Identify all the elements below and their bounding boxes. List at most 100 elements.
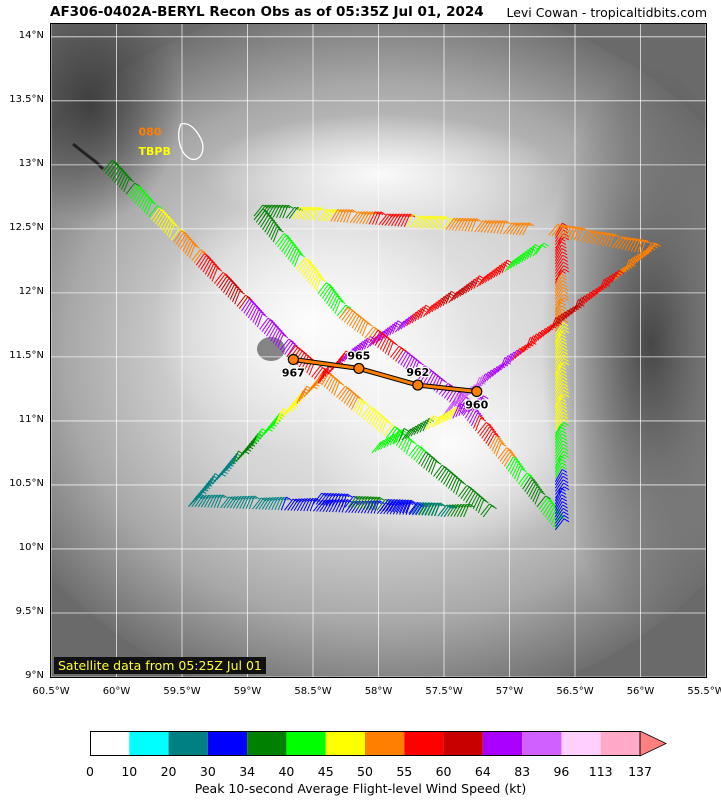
pressure-track: 967 965 962 960 xyxy=(281,348,490,413)
wind-barb xyxy=(483,428,497,442)
wind-barb xyxy=(448,475,460,489)
wind-barb xyxy=(296,257,311,270)
wind-barb xyxy=(428,415,440,429)
wind-barb xyxy=(522,477,536,490)
wind-barb xyxy=(477,499,489,514)
wind-barb xyxy=(250,307,263,321)
wind-barb xyxy=(554,366,567,380)
wind-barb xyxy=(107,163,122,177)
clear-air-east xyxy=(541,64,706,624)
wind-barb xyxy=(518,472,533,485)
wind-barb xyxy=(554,337,567,351)
wind-barb xyxy=(466,408,480,422)
lat-tick-label: 12.5°N xyxy=(9,221,44,233)
wind-barb xyxy=(576,227,588,242)
wind-barb xyxy=(319,284,334,297)
lon-tick-label: 56.5°W xyxy=(556,686,594,697)
wind-barb xyxy=(358,402,370,416)
wind-barb xyxy=(112,167,125,181)
wind-barbs xyxy=(103,159,662,531)
wind-barb xyxy=(554,497,568,511)
wind-barb xyxy=(528,483,541,498)
wind-barb xyxy=(498,261,510,275)
colorbar-swatch xyxy=(168,731,208,756)
colorbar-tick-label: 96 xyxy=(553,764,570,779)
wind-barb xyxy=(446,400,461,413)
wind-barb xyxy=(395,429,407,443)
map-canvas: 080 TBPB 967 965 962 960 xyxy=(51,24,706,677)
colorbar-tick-label: 113 xyxy=(588,764,613,779)
wind-barb xyxy=(263,321,278,335)
wind-barb xyxy=(139,194,152,209)
wind-barb xyxy=(554,361,570,374)
wind-barb xyxy=(554,465,567,479)
wind-barb xyxy=(633,251,647,265)
wind-barb xyxy=(161,217,174,232)
wind-barb xyxy=(608,233,620,248)
wind-barb xyxy=(554,422,570,435)
colorbar-tick-label: 30 xyxy=(199,764,216,779)
wind-barb xyxy=(285,244,298,258)
wind-barb xyxy=(542,502,556,515)
wind-barb xyxy=(452,479,465,493)
wind-barb xyxy=(554,462,567,476)
lon-tick-label: 58°W xyxy=(364,686,393,697)
wind-barb xyxy=(487,433,500,447)
wind-barb xyxy=(355,400,368,414)
wind-barb xyxy=(489,435,502,449)
wind-barb xyxy=(236,294,251,307)
wind-barb xyxy=(439,215,450,230)
wind-barb xyxy=(554,436,568,450)
pressure-label: 962 xyxy=(406,366,429,379)
wind-barb xyxy=(611,269,624,283)
wind-barb xyxy=(515,468,527,482)
pressure-marker xyxy=(287,353,299,366)
wind-barb xyxy=(442,292,455,306)
wind-barb xyxy=(505,456,519,470)
wind-barb xyxy=(234,290,246,305)
wind-barb xyxy=(400,437,413,451)
dark-spot xyxy=(257,337,285,361)
wind-barb xyxy=(554,351,569,364)
lat-tick-label: 11.5°N xyxy=(9,349,44,361)
wind-barb xyxy=(554,340,567,354)
wind-barb xyxy=(605,273,619,287)
wind-barb xyxy=(497,447,512,460)
wind-barb xyxy=(554,507,569,521)
colorbar-swatch xyxy=(325,731,365,756)
wind-barb xyxy=(188,244,200,259)
map-title: AF306-0402A-BERYL Recon Obs as of 05:35Z… xyxy=(50,4,484,20)
wind-barb xyxy=(229,286,242,300)
wind-barb xyxy=(341,493,353,508)
wind-barb xyxy=(590,286,605,299)
wind-barb xyxy=(512,347,525,361)
wind-barb xyxy=(281,340,296,353)
wind-barb xyxy=(403,438,415,453)
colorbar-swatch xyxy=(443,731,483,756)
wind-barb xyxy=(554,276,567,290)
wind-barb xyxy=(554,280,568,294)
wind-barb xyxy=(272,228,284,243)
wind-barb xyxy=(554,325,569,338)
credit-text: Levi Cowan - tropicaltidbits.com xyxy=(506,5,707,20)
satellite-map[interactable]: 080 TBPB 967 965 962 960 Satellite data from… xyxy=(50,23,707,678)
wind-barb xyxy=(262,217,276,231)
wind-barb xyxy=(554,333,567,348)
wind-barb xyxy=(207,263,219,277)
wind-barb xyxy=(331,380,343,394)
wind-barb xyxy=(562,308,576,321)
wind-barb xyxy=(268,325,281,339)
wind-barb xyxy=(136,192,150,206)
wind-barb xyxy=(440,504,455,517)
wind-barb xyxy=(375,416,388,431)
wind-barb xyxy=(261,319,276,332)
wind-barb xyxy=(298,259,313,272)
wind-barb xyxy=(449,406,462,420)
wind-barb xyxy=(452,405,464,419)
wind-barb xyxy=(554,482,569,495)
wind-barb xyxy=(520,474,534,487)
colorbar-swatch xyxy=(561,731,601,756)
wind-barb xyxy=(405,440,417,455)
wind-barb xyxy=(470,218,482,232)
wind-barb xyxy=(473,396,486,410)
